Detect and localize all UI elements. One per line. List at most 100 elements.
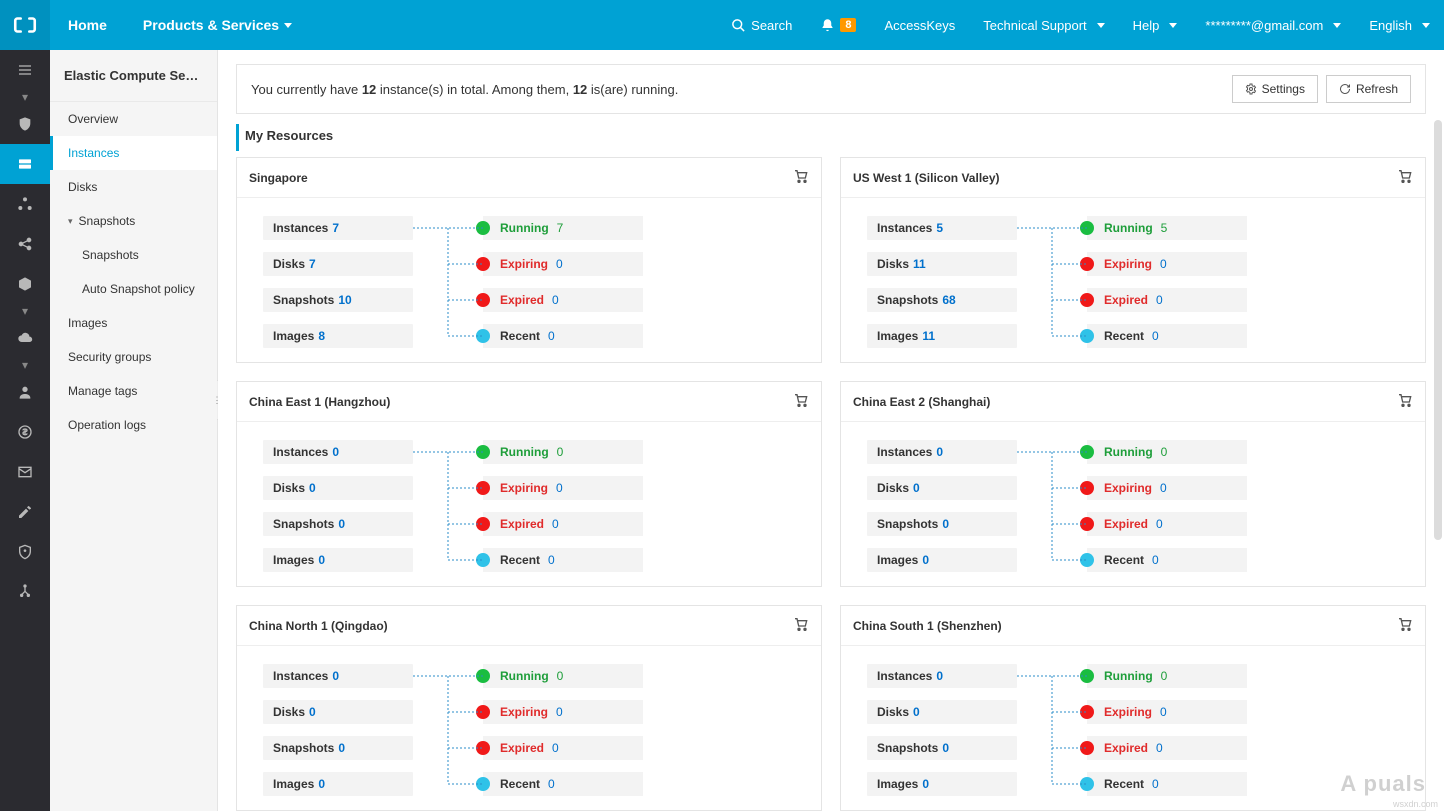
recent-pill[interactable]: Recent 0 xyxy=(483,772,643,796)
settings-button[interactable]: Settings xyxy=(1232,75,1318,103)
recent-pill[interactable]: Recent 0 xyxy=(1087,772,1247,796)
instances-pill[interactable]: Instances0 xyxy=(263,664,413,688)
expired-pill[interactable]: Expired 0 xyxy=(1087,288,1247,312)
nav-user[interactable]: *********@gmail.com xyxy=(1191,0,1355,50)
nav-lang[interactable]: English xyxy=(1355,0,1444,50)
running-pill[interactable]: Running 0 xyxy=(483,664,643,688)
images-pill[interactable]: Images8 xyxy=(263,324,413,348)
images-pill[interactable]: Images11 xyxy=(867,324,1017,348)
recent-pill[interactable]: Recent 0 xyxy=(483,548,643,572)
nav-home[interactable]: Home xyxy=(50,0,125,50)
expiring-pill[interactable]: Expiring 0 xyxy=(1087,700,1247,724)
running-pill[interactable]: Running 5 xyxy=(1087,216,1247,240)
rail-share-icon[interactable] xyxy=(0,224,50,264)
sidebar-item-disks[interactable]: Disks xyxy=(50,170,217,204)
instances-pill[interactable]: Instances0 xyxy=(263,440,413,464)
status-col: Running 0 Expiring 0 Expired 0 Recent 0 xyxy=(483,440,643,572)
nav-products[interactable]: Products & Services xyxy=(125,0,310,50)
cart-icon[interactable] xyxy=(1397,168,1413,187)
disks-pill[interactable]: Disks0 xyxy=(867,476,1017,500)
sidebar-item-security-groups[interactable]: Security groups xyxy=(50,340,217,374)
rail-menu-icon[interactable] xyxy=(0,50,50,90)
sidebar-item-auto-snapshot-policy[interactable]: Auto Snapshot policy xyxy=(50,272,217,306)
notifications[interactable]: 8 xyxy=(806,0,870,50)
status-col: Running 0 Expiring 0 Expired 0 Recent 0 xyxy=(1087,664,1247,796)
instances-pill[interactable]: Instances0 xyxy=(867,440,1017,464)
images-pill[interactable]: Images0 xyxy=(263,772,413,796)
rail-user-icon[interactable] xyxy=(0,372,50,412)
snapshots-pill[interactable]: Snapshots68 xyxy=(867,288,1017,312)
sidebar-item-instances[interactable]: Instances xyxy=(50,136,217,170)
sidebar-item-manage-tags[interactable]: Manage tags xyxy=(50,374,217,408)
expiring-pill[interactable]: Expiring 0 xyxy=(1087,476,1247,500)
rail-mail-icon[interactable] xyxy=(0,452,50,492)
rail-pencil-icon[interactable] xyxy=(0,492,50,532)
resource-col: Instances0 Disks0 Snapshots0 Images0 xyxy=(263,440,413,572)
sidebar-item-snapshots[interactable]: Snapshots xyxy=(50,238,217,272)
cart-icon[interactable] xyxy=(793,392,809,411)
instances-pill[interactable]: Instances7 xyxy=(263,216,413,240)
rail-network-icon[interactable] xyxy=(0,184,50,224)
running-pill[interactable]: Running 7 xyxy=(483,216,643,240)
sidebar-item-snapshots[interactable]: ▾Snapshots xyxy=(50,204,217,238)
rail-server-icon[interactable] xyxy=(0,144,50,184)
region-name: Singapore xyxy=(249,171,308,185)
instances-pill[interactable]: Instances5 xyxy=(867,216,1017,240)
expiring-pill[interactable]: Expiring 0 xyxy=(483,252,643,276)
refresh-button[interactable]: Refresh xyxy=(1326,75,1411,103)
region-card: Singapore Instances7 Disks7 Snapshots10 … xyxy=(236,157,822,363)
expiring-pill[interactable]: Expiring 0 xyxy=(483,700,643,724)
rail-dollar-icon[interactable] xyxy=(0,412,50,452)
logo-icon[interactable] xyxy=(0,0,50,50)
cart-icon[interactable] xyxy=(793,168,809,187)
cart-icon[interactable] xyxy=(793,616,809,635)
rail-badge-icon[interactable] xyxy=(0,532,50,572)
snapshots-pill[interactable]: Snapshots0 xyxy=(263,736,413,760)
disks-pill[interactable]: Disks0 xyxy=(263,476,413,500)
cart-icon[interactable] xyxy=(1397,616,1413,635)
nav-accesskeys[interactable]: AccessKeys xyxy=(870,0,969,50)
instances-pill[interactable]: Instances0 xyxy=(867,664,1017,688)
status-col: Running 7 Expiring 0 Expired 0 Recent 0 xyxy=(483,216,643,348)
disks-pill[interactable]: Disks11 xyxy=(867,252,1017,276)
images-pill[interactable]: Images0 xyxy=(867,548,1017,572)
nav-help[interactable]: Help xyxy=(1119,0,1192,50)
sidebar-item-images[interactable]: Images xyxy=(50,306,217,340)
search-button[interactable]: Search xyxy=(717,0,806,50)
recent-pill[interactable]: Recent 0 xyxy=(1087,548,1247,572)
disks-pill[interactable]: Disks0 xyxy=(263,700,413,724)
cart-icon[interactable] xyxy=(1397,392,1413,411)
sidebar-item-label: Operation logs xyxy=(68,418,146,432)
rail-shield-icon[interactable] xyxy=(0,104,50,144)
region-body: Instances5 Disks11 Snapshots68 Images11 … xyxy=(841,198,1425,362)
expiring-pill[interactable]: Expiring 0 xyxy=(1087,252,1247,276)
expired-pill[interactable]: Expired 0 xyxy=(483,736,643,760)
disks-pill[interactable]: Disks0 xyxy=(867,700,1017,724)
sidebar-item-operation-logs[interactable]: Operation logs xyxy=(50,408,217,442)
expired-pill[interactable]: Expired 0 xyxy=(1087,736,1247,760)
region-card: China East 1 (Hangzhou) Instances0 Disks… xyxy=(236,381,822,587)
images-pill[interactable]: Images0 xyxy=(867,772,1017,796)
recent-pill[interactable]: Recent 0 xyxy=(1087,324,1247,348)
sidebar-item-label: Security groups xyxy=(68,350,151,364)
running-pill[interactable]: Running 0 xyxy=(483,440,643,464)
snapshots-pill[interactable]: Snapshots10 xyxy=(263,288,413,312)
snapshots-pill[interactable]: Snapshots0 xyxy=(867,736,1017,760)
expired-pill[interactable]: Expired 0 xyxy=(483,512,643,536)
rail-cloud-icon[interactable] xyxy=(0,318,50,358)
recent-pill[interactable]: Recent 0 xyxy=(483,324,643,348)
nav-support[interactable]: Technical Support xyxy=(969,0,1118,50)
snapshots-pill[interactable]: Snapshots0 xyxy=(867,512,1017,536)
running-pill[interactable]: Running 0 xyxy=(1087,440,1247,464)
rail-box-icon[interactable] xyxy=(0,264,50,304)
running-pill[interactable]: Running 0 xyxy=(1087,664,1247,688)
sidebar-item-overview[interactable]: Overview xyxy=(50,102,217,136)
disks-pill[interactable]: Disks7 xyxy=(263,252,413,276)
rail-branch-icon[interactable] xyxy=(0,572,50,612)
expired-pill[interactable]: Expired 0 xyxy=(1087,512,1247,536)
expired-pill[interactable]: Expired 0 xyxy=(483,288,643,312)
snapshots-pill[interactable]: Snapshots0 xyxy=(263,512,413,536)
expiring-pill[interactable]: Expiring 0 xyxy=(483,476,643,500)
images-pill[interactable]: Images0 xyxy=(263,548,413,572)
scrollbar[interactable] xyxy=(1434,120,1442,540)
